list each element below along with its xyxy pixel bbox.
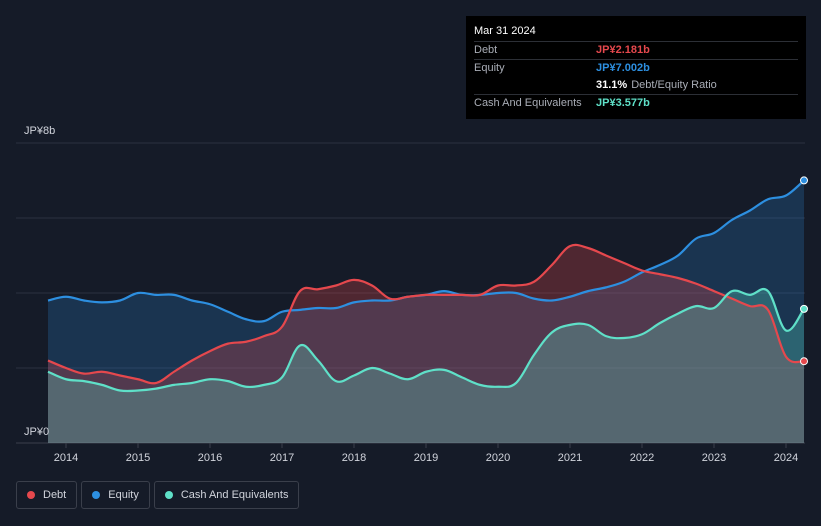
legend-dot-icon (164, 491, 173, 499)
y-tick-label: JP¥8b (24, 125, 55, 137)
legend-item-debt[interactable]: Debt (16, 481, 78, 509)
line-layer (47, 179, 805, 393)
x-tick-label: 2020 (486, 452, 510, 464)
x-tick-label: 2016 (198, 452, 222, 464)
area-equity (48, 180, 804, 444)
tooltip-ratio-note: Debt/Equity Ratio (631, 79, 717, 91)
x-tick-label: 2023 (702, 452, 726, 464)
x-tick-label: 2018 (342, 452, 366, 464)
legend-dot-icon (92, 491, 101, 499)
legend-dot-icon (27, 491, 35, 499)
x-tick-label: 2021 (558, 452, 582, 464)
x-tick-label: 2014 (54, 452, 78, 464)
marker-layer (800, 176, 808, 366)
endpoint-debt (800, 357, 808, 366)
area-layer (48, 180, 804, 444)
legend-label: Cash And Equivalents (180, 489, 289, 501)
tooltip-value-debt: JP¥2.181b (596, 44, 650, 56)
legend-label: Debt (43, 489, 67, 501)
x-tick-label: 2015 (126, 452, 150, 464)
tooltip-label: Equity (474, 62, 505, 74)
tooltip-row-equity: Equity JP¥7.002b (474, 59, 798, 77)
tooltip-label (474, 77, 596, 94)
tooltip-row-cash: Cash And Equivalents JP¥3.577b (474, 94, 798, 112)
tooltip-value-equity: JP¥7.002b (596, 62, 650, 74)
x-tick-label: 2022 (630, 452, 654, 464)
y-tick-label: JP¥0 (24, 426, 49, 438)
tooltip-row-ratio: 31.1% Debt/Equity Ratio (474, 77, 798, 94)
line-cash-and-equivalents (47, 287, 805, 393)
axis-layer: JP¥8b JP¥0 2014 2015 2016 2017 2018 2019 2020 202… (24, 125, 798, 464)
endpoint-equity (800, 176, 808, 185)
x-tick-label: 2019 (414, 452, 438, 464)
x-tick-label: 2024 (774, 452, 798, 464)
tooltip-value-ratio: 31.1% (596, 79, 628, 91)
x-tick-label: 2017 (270, 452, 294, 464)
legend-label: Equity (108, 489, 139, 501)
area-debt (48, 244, 804, 443)
legend-item-cash[interactable]: Cash And Equivalents (153, 481, 300, 509)
tooltip-date: Mar 31 2024 (474, 25, 536, 37)
tooltip-label: Cash And Equivalents (474, 97, 582, 109)
line-debt (47, 243, 805, 385)
area-cash-and-equivalents (48, 289, 804, 443)
tooltip-value-cash: JP¥3.577b (596, 97, 650, 109)
chart-legend: Debt Equity Cash And Equivalents (16, 481, 300, 511)
endpoint-cash-and-equivalents (800, 304, 808, 313)
tooltip-row-debt: Debt JP¥2.181b (474, 41, 798, 59)
tooltip-panel: Mar 31 2024 Debt JP¥2.181b Equity JP¥7.0… (466, 16, 806, 119)
legend-item-equity[interactable]: Equity (81, 481, 150, 509)
tooltip-label: Debt (474, 44, 498, 56)
